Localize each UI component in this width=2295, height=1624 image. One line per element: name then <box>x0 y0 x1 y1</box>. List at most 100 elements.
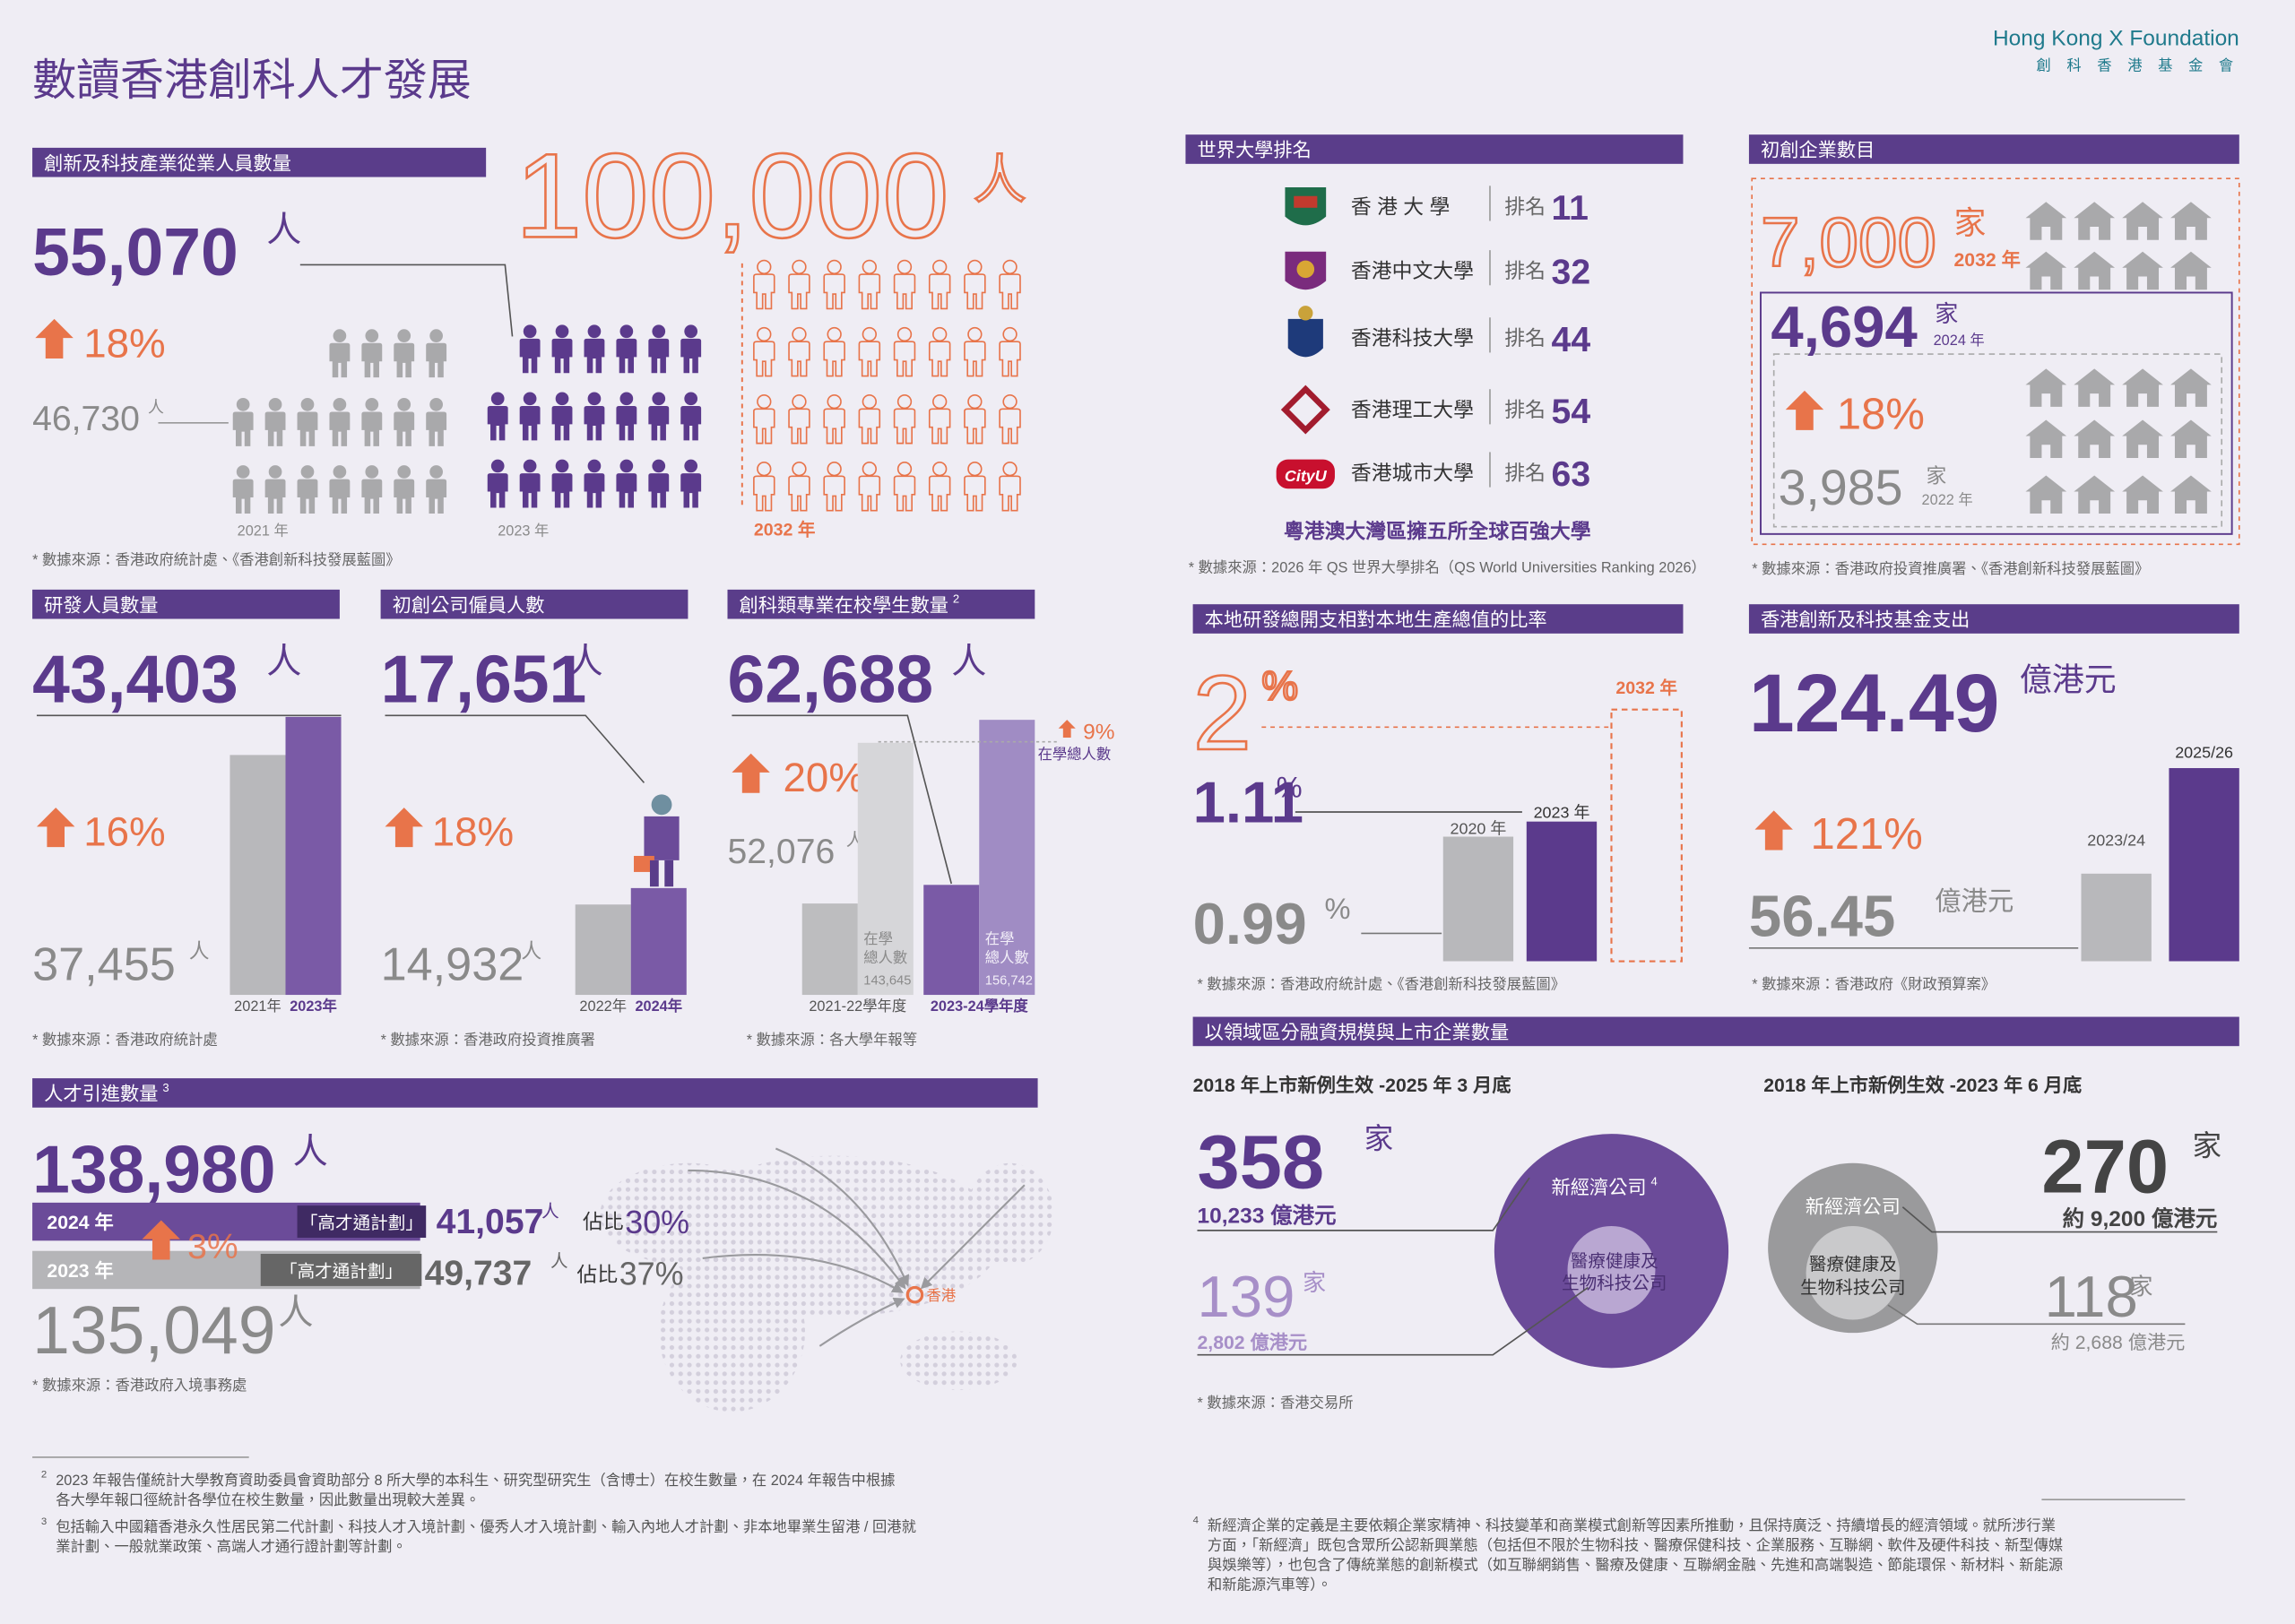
connector-line <box>299 263 514 337</box>
target-unit: % <box>1261 662 1298 708</box>
connector-line <box>1197 1286 1589 1356</box>
current-frame <box>1760 291 2233 535</box>
bar <box>2169 768 2239 962</box>
unit: 家 <box>1935 300 1958 327</box>
health-label: 生物科技公司 <box>1800 1278 1905 1298</box>
prev-unit: 人 <box>278 1293 313 1332</box>
footnote-text: 與娛樂等），也包含了傳統業態的創新模式（如互聯網銷售、醫療及健康、互聯網金融、先… <box>1208 1557 2063 1574</box>
period: 2018 年上市新例生效 -2025 年 3 月底 <box>1193 1074 1511 1096</box>
section-heading: 初創公司僱員人數 <box>393 594 545 616</box>
bar-label: 在學 <box>863 931 893 947</box>
year-now: 2023 年 <box>1534 804 1590 822</box>
heading-bar <box>32 1078 1038 1108</box>
growth: 18% <box>432 809 514 855</box>
worker-icon <box>634 855 654 872</box>
prev-frame <box>1772 353 2223 528</box>
rank-value: 11 <box>1552 189 1589 228</box>
section-heading: 世界大學排名 <box>1198 140 1312 161</box>
heading-bar <box>380 589 688 619</box>
value: 4,694 <box>1771 294 1917 359</box>
share-circle-inner <box>1567 1225 1656 1314</box>
prev: 14,932 <box>381 939 524 991</box>
source-note: * 數據來源：2026 年 QS 世界大學排名（QS World Univers… <box>1189 559 1706 575</box>
prev: 37,455 <box>32 939 176 991</box>
connector-line <box>385 714 645 783</box>
prev-unit: 人 <box>189 939 210 963</box>
count: 49,737 <box>425 1254 533 1292</box>
section-heading: 香港創新及科技基金支出 <box>1761 609 1970 631</box>
total: 358 <box>1198 1119 1325 1205</box>
year-prev: 2022年 <box>579 998 627 1015</box>
section-heading: 人才引進數量 <box>44 1084 158 1105</box>
total-unit: 家 <box>1364 1121 1394 1154</box>
caption: 粵港澳大灣區擁五所全球百強大學 <box>1284 520 1591 543</box>
heading-bar <box>1748 134 2239 164</box>
bar <box>979 720 1035 996</box>
university-logos: CityU <box>1276 186 1335 489</box>
growth: 3% <box>187 1228 238 1266</box>
scheme-band <box>297 1205 427 1239</box>
scheme: 「高才通計劃」 <box>280 1262 403 1282</box>
footnote-ref: 4 <box>1651 1174 1658 1188</box>
health-count: 118 <box>2045 1264 2138 1329</box>
section-heading: 研發人員數量 <box>44 594 158 616</box>
target-year: 2032 年 <box>1615 678 1677 698</box>
connector-line <box>1901 1206 2218 1233</box>
period: 2018 年上市新例生效 -2023 年 6 月底 <box>1763 1074 2082 1096</box>
bar <box>630 887 687 996</box>
value: 62,688 <box>727 642 933 717</box>
page-title: 數讀香港創科人才發展 <box>32 56 472 105</box>
bar <box>857 742 914 996</box>
footnote-text: 包括輸入中國籍香港永久性居民第二代計劃、科技人才入境計劃、優秀人才入境計劃、輸入… <box>56 1518 916 1535</box>
count: 41,057 <box>437 1203 544 1241</box>
source-note: * 數據來源：香港政府統計處、《香港創新科技發展藍圖》 <box>1198 977 1566 993</box>
source-note: * 數據來源：香港政府《財政預算案》 <box>1752 977 1996 993</box>
health-label: 醫療健康及 <box>1571 1252 1658 1272</box>
unit: 人 <box>568 643 603 681</box>
prev-year: 2022 年 <box>1922 492 1973 508</box>
prev: 0.99 <box>1193 891 1307 956</box>
total-cap: 10,233 億港元 <box>1198 1203 1337 1229</box>
year: 2023 年 <box>47 1259 113 1282</box>
growth: 20% <box>784 755 865 800</box>
footnote-ref: 2 <box>953 592 959 606</box>
value: 43,403 <box>32 642 238 717</box>
source-note: * 數據來源：香港交易所 <box>1198 1395 1354 1411</box>
footnote-text: 新經濟企業的定義是主要依賴企業家精神、科技變革和商業模式創新等因素所推動，且保持… <box>1208 1517 2056 1534</box>
connector-line <box>1887 1304 2186 1326</box>
rank-value: 54 <box>1552 393 1591 431</box>
heading-bar <box>1185 134 1684 164</box>
growth: 16% <box>83 809 165 855</box>
target-unit: 家 <box>1953 204 1986 241</box>
unit: 人 <box>951 643 986 681</box>
year-prev: 2021 年 <box>238 523 289 539</box>
health-cap: 2,802 億港元 <box>1198 1331 1308 1353</box>
health-count: 139 <box>1198 1264 1295 1329</box>
target: 7,000 <box>1761 203 1936 281</box>
rank-label: 排名 <box>1504 194 1546 218</box>
footnote-ref: 3 <box>162 1081 169 1094</box>
bar <box>285 716 342 996</box>
footnote-number: 2 <box>41 1470 47 1481</box>
connector-line <box>1197 1177 1530 1231</box>
target: 100,000 <box>515 129 949 263</box>
scheme: 「高才通計劃」 <box>300 1214 423 1233</box>
section-heading: 初創企業數目 <box>1761 140 1875 161</box>
source-note: * 數據來源：香港政府統計處、《香港創新科技發展藍圖》 <box>32 552 401 568</box>
bar-label: 在學 <box>985 931 1015 947</box>
target-unit: 人 <box>974 151 1026 209</box>
heading-bar <box>1192 604 1684 634</box>
rank-label: 排名 <box>1504 461 1546 484</box>
unit: 人 <box>550 1252 568 1272</box>
target-bar <box>1610 708 1683 963</box>
share: 37% <box>619 1255 684 1291</box>
health-label: 醫療健康及 <box>1809 1255 1897 1274</box>
year-now: 2025/26 <box>2175 744 2233 762</box>
prev-unit: 人 <box>521 939 541 963</box>
footnote-text: 和新能源汽車等）。 <box>1208 1576 1332 1594</box>
year-now: 2023年 <box>290 998 337 1015</box>
growth: 18% <box>1837 390 1925 438</box>
